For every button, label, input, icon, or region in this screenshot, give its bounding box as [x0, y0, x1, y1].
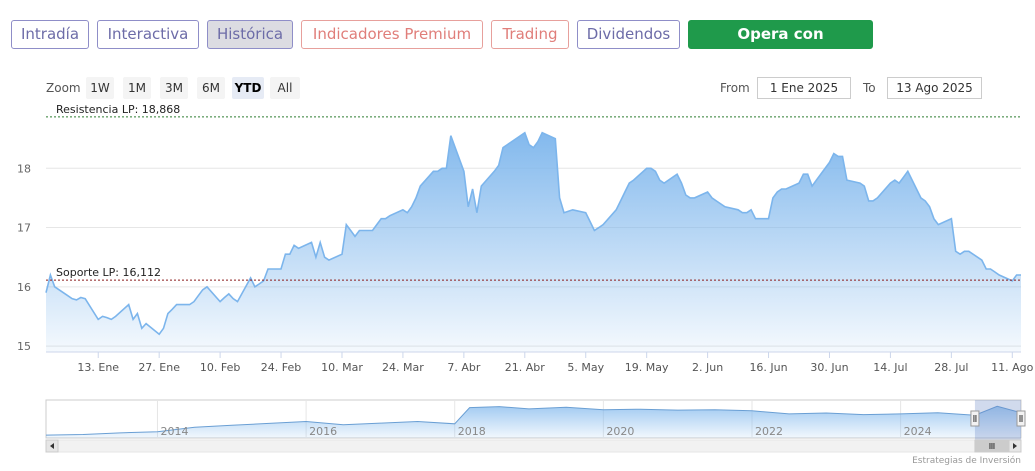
- zoom-6m-button[interactable]: 6M: [197, 77, 225, 99]
- tab-intradia[interactable]: Intradía: [11, 20, 89, 49]
- x-tick-label: 16. Jun: [749, 361, 787, 374]
- y-tick-label: 17: [17, 222, 31, 235]
- x-tick-label: 13. Ene: [77, 361, 119, 374]
- price-area: [46, 132, 1021, 352]
- x-tick-label: 10. Feb: [200, 361, 240, 374]
- zoom-1w-button[interactable]: 1W: [86, 77, 114, 99]
- x-tick-label: 27. Ene: [138, 361, 180, 374]
- navigator-right-handle[interactable]: [1016, 410, 1026, 427]
- navigator-year-label: 2022: [755, 425, 783, 438]
- from-date-input[interactable]: 1 Ene 2025: [757, 77, 851, 99]
- navigator-year-label: 2024: [904, 425, 932, 438]
- tab-bar: Intradía Interactiva Histórica Indicador…: [0, 0, 1035, 70]
- x-tick-label: 24. Feb: [261, 361, 301, 374]
- zoom-3m-button[interactable]: 3M: [160, 77, 188, 99]
- y-tick-label: 18: [17, 162, 31, 175]
- x-tick-label: 24. Mar: [382, 361, 424, 374]
- x-tick-label: 5. May: [567, 361, 604, 374]
- scroll-thumb: [974, 439, 1010, 453]
- to-date-input[interactable]: 13 Ago 2025: [887, 77, 982, 99]
- x-tick-label: 11. Ago: [991, 361, 1033, 374]
- tab-historica[interactable]: Histórica: [207, 20, 293, 49]
- navigator-area: [46, 406, 1021, 438]
- navigator-year-label: 2020: [606, 425, 634, 438]
- y-tick-label: 15: [17, 340, 31, 353]
- y-tick-label: 16: [17, 281, 31, 294]
- tab-trading[interactable]: Trading: [491, 20, 569, 49]
- x-tick-label: 28. Jul: [934, 361, 968, 374]
- x-tick-label: 30. Jun: [810, 361, 848, 374]
- navigator-year-label: 2016: [309, 425, 337, 438]
- support-label: Soporte LP: 16,112: [56, 266, 161, 279]
- x-tick-label: 14. Jul: [873, 361, 907, 374]
- zoom-1m-button[interactable]: 1M: [123, 77, 151, 99]
- x-tick-label: 19. May: [625, 361, 669, 374]
- navigator-year-label: 2018: [458, 425, 486, 438]
- chart-credit: Estrategias de Inversión: [912, 455, 1021, 466]
- zoom-label: Zoom: [46, 81, 81, 95]
- navigator-year-label: 2014: [160, 425, 188, 438]
- zoom-ytd-button[interactable]: YTD: [232, 77, 264, 99]
- scroll-right-button: [1008, 439, 1022, 453]
- x-tick-label: 2. Jun: [692, 361, 723, 374]
- x-tick-label: 21. Abr: [505, 361, 545, 374]
- scroll-left-button: [45, 439, 59, 453]
- x-tick-label: 7. Abr: [447, 361, 480, 374]
- price-line: [45, 131, 1021, 336]
- tab-dividendos[interactable]: Dividendos: [577, 20, 680, 49]
- navigator-line: [45, 405, 1022, 436]
- navigator-scrollbar[interactable]: [45, 439, 1022, 453]
- from-label: From: [720, 81, 750, 95]
- navigator-frame: [45, 399, 1022, 439]
- navigator-left-handle[interactable]: [970, 410, 980, 427]
- tab-interactiva[interactable]: Interactiva: [97, 20, 199, 49]
- zoom-all-button[interactable]: All: [270, 77, 300, 99]
- opera-freedom24-button[interactable]: Opera con Freedom24: [688, 20, 873, 70]
- navigator-selection: [974, 400, 1021, 452]
- tab-indicadores-premium[interactable]: Indicadores Premium: [301, 20, 483, 49]
- resistance-label: Resistencia LP: 18,868: [56, 103, 180, 116]
- arrow-right-icon: [1013, 443, 1017, 449]
- arrow-left-icon: [50, 443, 54, 449]
- to-label: To: [863, 81, 876, 95]
- x-tick-label: 10. Mar: [321, 361, 363, 374]
